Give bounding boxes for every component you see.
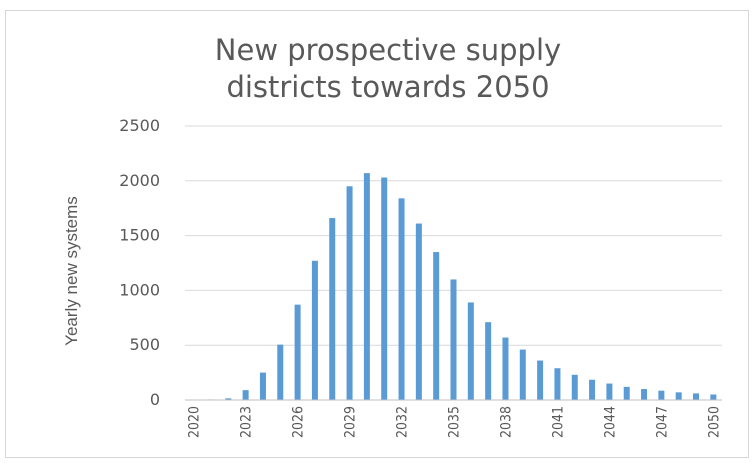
bars xyxy=(207,173,717,400)
x-tick-label-2020: 2020 xyxy=(187,406,203,438)
bar-2046 xyxy=(641,389,648,400)
bar-2025 xyxy=(277,344,284,400)
x-tick-label-2032: 2032 xyxy=(395,406,411,438)
bar-2039 xyxy=(519,349,526,400)
bar-2035 xyxy=(450,279,457,400)
bar-2028 xyxy=(329,218,336,400)
y-tick-label-0: 0 xyxy=(150,390,160,409)
bar-2044 xyxy=(606,383,613,400)
x-tick-label-2035: 2035 xyxy=(447,406,463,438)
bar-2032 xyxy=(398,198,405,400)
bar-2040 xyxy=(537,360,544,400)
bar-2037 xyxy=(485,322,492,400)
y-tick-label-1500: 1500 xyxy=(119,226,160,245)
bar-2049 xyxy=(693,393,700,400)
y-tick-label-2500: 2500 xyxy=(119,116,160,135)
y-tick-label-500: 500 xyxy=(129,335,160,354)
bar-2033 xyxy=(415,223,422,400)
bar-2027 xyxy=(311,260,318,400)
bar-2026 xyxy=(294,304,301,400)
y-axis-ticks: 0 500 1000 1500 2000 2500 xyxy=(119,116,160,409)
bar-2022 xyxy=(225,398,232,400)
x-tick-label-2050: 2050 xyxy=(706,406,722,438)
bar-2030 xyxy=(363,173,370,400)
x-tick-label-2047: 2047 xyxy=(654,406,670,438)
y-tick-label-1000: 1000 xyxy=(119,280,160,299)
x-tick-label-2023: 2023 xyxy=(239,406,255,438)
bar-2024 xyxy=(259,372,266,400)
x-tick-label-2029: 2029 xyxy=(343,406,359,438)
bar-2041 xyxy=(554,368,561,400)
x-tick-label-2038: 2038 xyxy=(498,406,514,438)
bar-2036 xyxy=(467,302,474,400)
bar-2029 xyxy=(346,186,353,400)
x-tick-label-2026: 2026 xyxy=(291,406,307,438)
bar-2023 xyxy=(242,390,249,400)
bar-2048 xyxy=(675,392,682,400)
bar-2034 xyxy=(433,252,440,400)
chart-title-line-2: districts towards 2050 xyxy=(226,70,549,104)
bar-2038 xyxy=(502,337,509,400)
bar-2042 xyxy=(571,374,578,400)
x-axis-ticks: 2020 2023 2026 2029 2032 2035 2038 2041 2044 2047… xyxy=(187,406,723,438)
chart-area xyxy=(5,10,749,458)
y-tick-label-2000: 2000 xyxy=(119,171,160,190)
bar-2047 xyxy=(658,390,665,400)
bar-2031 xyxy=(381,177,388,400)
bar-2043 xyxy=(589,379,596,400)
chart-title-line-1: New prospective supply xyxy=(215,33,561,67)
y-axis-label: Yearly new systems xyxy=(62,196,81,346)
x-tick-label-2044: 2044 xyxy=(602,406,618,438)
bar-2045 xyxy=(623,386,630,400)
x-tick-label-2041: 2041 xyxy=(550,406,566,438)
bar-2050 xyxy=(710,394,717,400)
